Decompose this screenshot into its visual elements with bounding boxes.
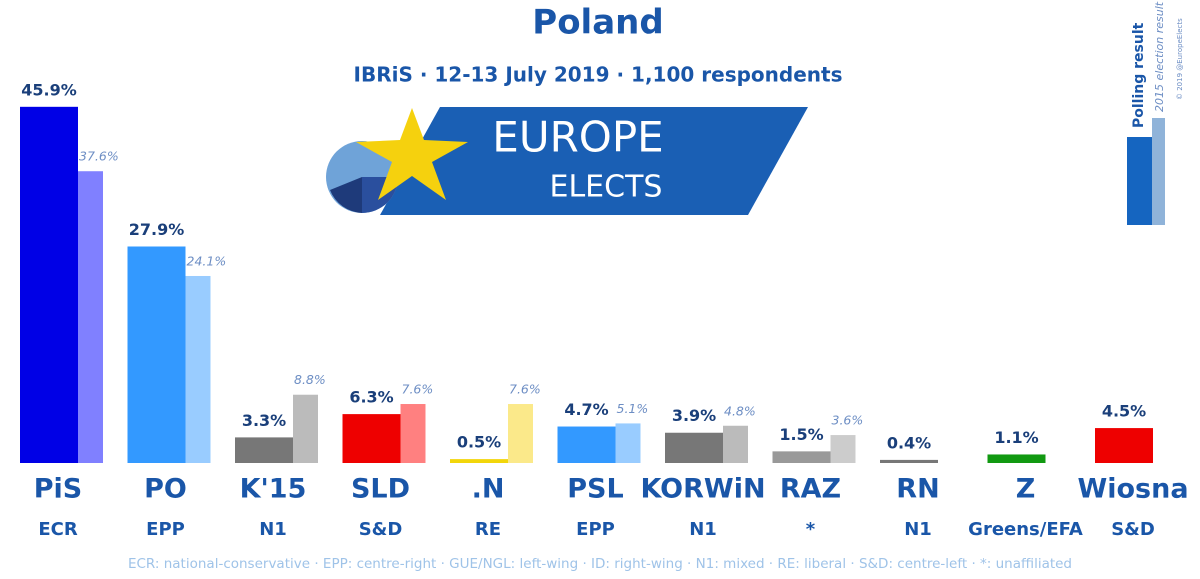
category-label: Wiosna [1077, 474, 1188, 505]
group-label: S&D [359, 519, 403, 540]
category-label: .N [472, 474, 505, 505]
previous-bar [508, 404, 533, 463]
group-label: N1 [689, 519, 717, 540]
group-label: ECR [38, 519, 78, 540]
previous-bar [400, 404, 426, 463]
value-label: 3.3% [242, 411, 286, 430]
category-label: PiS [34, 474, 83, 505]
value-label: 4.5% [1102, 402, 1146, 421]
previous-bar [185, 275, 211, 463]
bar [342, 414, 401, 463]
group-label: N1 [259, 519, 287, 540]
legend-label: 2015 election result [1153, 1, 1166, 112]
previous-bar [830, 435, 856, 463]
previous-bar [293, 394, 318, 463]
credit: © 2019 @EuropeElects [1176, 18, 1184, 100]
legend-label: Polling result [1131, 22, 1147, 128]
category-label: PSL [567, 474, 623, 505]
value-label: 4.7% [564, 400, 608, 419]
previous-value-label: 7.6% [509, 382, 541, 397]
category-label: KORWiN [640, 474, 765, 505]
category-label: Z [1016, 474, 1036, 505]
bar [665, 432, 723, 463]
previous-value-label: 4.8% [724, 403, 756, 418]
group-label: RE [475, 519, 501, 540]
value-label: 45.9% [21, 80, 77, 99]
bar [1095, 428, 1153, 463]
logo-text: ELECTS [550, 170, 663, 205]
previous-value-label: 24.1% [187, 253, 227, 268]
bar [127, 246, 186, 463]
value-label: 0.4% [887, 433, 931, 452]
logo: EUROPE ELECTS [326, 107, 808, 215]
logo-text: EUROPE [492, 113, 663, 162]
logo-banner [380, 107, 808, 215]
previous-bar [723, 425, 748, 463]
bar [557, 426, 616, 463]
category-label: RN [896, 474, 939, 505]
previous-bar [78, 171, 103, 463]
bar [450, 459, 508, 463]
category-label: RAZ [780, 474, 841, 505]
bar [20, 106, 78, 463]
bar [772, 451, 831, 463]
previous-value-label: 8.8% [294, 372, 326, 387]
previous-bar [615, 423, 641, 463]
category-label: SLD [351, 474, 410, 505]
value-label: 6.3% [349, 388, 393, 407]
group-label: * [806, 519, 816, 540]
previous-value-label: 3.6% [832, 413, 864, 428]
legend-swatch [1152, 118, 1165, 225]
value-label: 1.5% [779, 425, 823, 444]
logo-star [356, 108, 468, 200]
group-label: EPP [146, 519, 185, 540]
chart-title: Poland [532, 3, 663, 43]
bar [987, 454, 1046, 463]
value-label: 27.9% [129, 220, 185, 239]
group-label: S&D [1111, 519, 1155, 540]
bar [235, 437, 293, 463]
value-label: 3.9% [672, 406, 716, 425]
previous-value-label: 5.1% [617, 401, 649, 416]
previous-value-label: 37.6% [79, 149, 119, 164]
logo-pie-slice [330, 177, 362, 213]
footnote: ECR: national-conservative · EPP: centre… [128, 556, 1072, 572]
legend-swatch [1127, 137, 1152, 225]
group-label: EPP [576, 519, 615, 540]
group-label: Greens/EFA [968, 519, 1083, 540]
value-label: 1.1% [994, 428, 1038, 447]
previous-value-label: 7.6% [402, 382, 434, 397]
category-label: K'15 [240, 474, 307, 505]
chart-subtitle: IBRiS · 12-13 July 2019 · 1,100 responde… [354, 63, 843, 87]
value-label: 0.5% [457, 433, 501, 452]
group-label: N1 [904, 519, 932, 540]
category-label: PO [144, 474, 187, 505]
bar [880, 459, 938, 463]
